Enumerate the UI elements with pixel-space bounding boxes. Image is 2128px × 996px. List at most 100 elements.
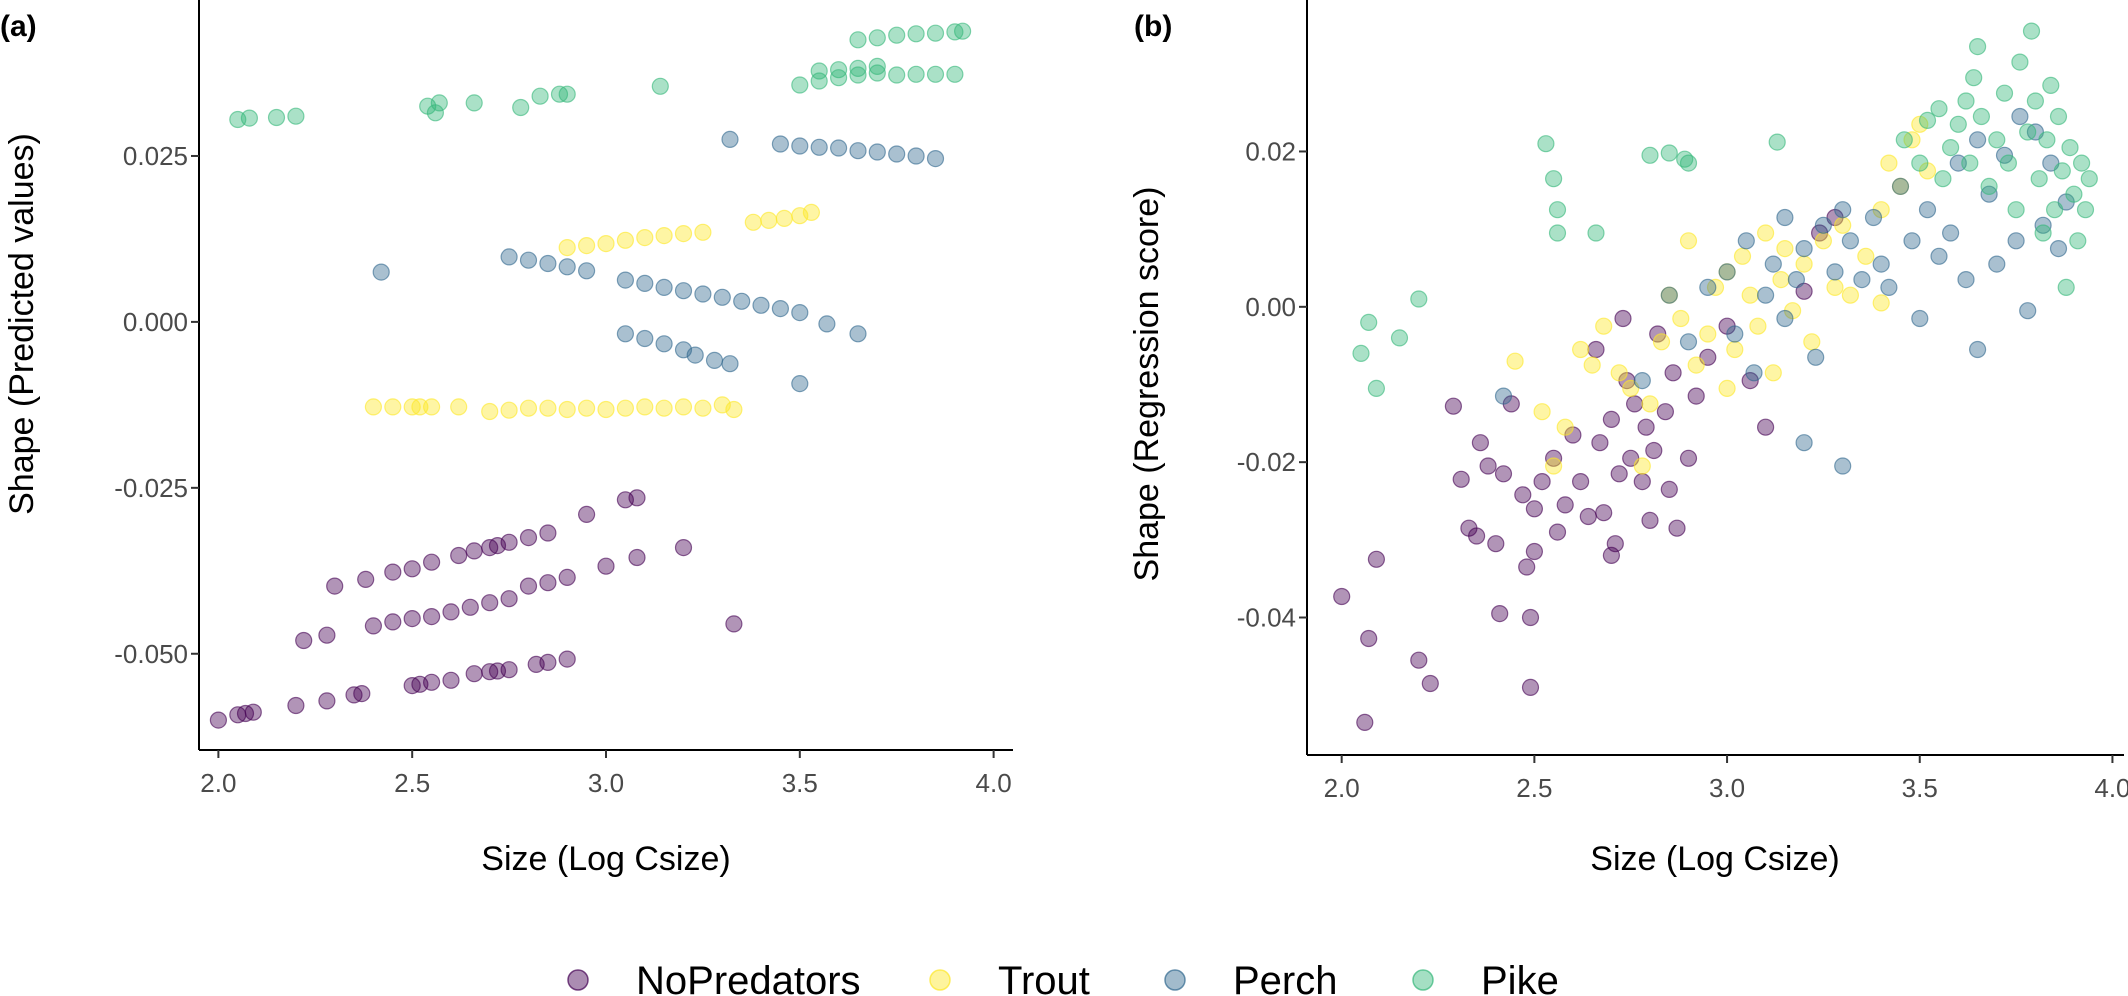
panel-b-point-nopredators [1533,473,1551,491]
panel-b-point-pike [1961,154,1979,172]
panel-a-point-trout [597,235,615,253]
legend-swatch-trout [929,969,951,991]
panel-a-point-pike [849,31,867,49]
panel-b-point-trout [1687,356,1705,374]
panel-b-point-perch [1776,208,1794,227]
panel-b-point-pike [1360,313,1378,331]
panel-b-ticks: 2.0 2.5 3.0 3.5 4.0 -0.04 -0.02 0.00 0.02 [1237,136,2128,803]
panel-a-point-nopredators [384,613,402,631]
panel-b-point-nopredators [1614,309,1632,328]
panel-b-point-nopredators [1471,434,1490,452]
panel-a-point-perch [791,304,809,322]
panel-a-point-pike [907,65,925,83]
panel-a-point-nopredators [326,577,344,595]
panel-a-point-nopredators [450,546,468,565]
panel-b-point-trout [1756,224,1775,242]
panel-b-point-trout [1556,418,1574,436]
panel-b-point-nopredators [1741,372,1759,390]
legend-swatch-nopredators [567,969,589,991]
panel-b-point-perch [1988,255,2006,273]
panel-b-point-nopredators [1579,507,1597,526]
panel-b-point-pike [1930,100,1948,118]
panel-a-point-pike [287,107,305,125]
panel-a-point-perch [539,254,557,273]
panel-a-point-nopredators [481,594,499,612]
panel-b-point-perch [1834,201,1852,219]
panel-a-point-nopredators [674,538,693,557]
panel-a-point-nopredators [295,631,313,650]
panel-b-point-perch [1918,201,1937,219]
panel-a-point-pike [426,104,444,122]
panel-a-point-perch [829,139,848,157]
panel-a-point-pike [810,72,828,90]
panel-a-x-tick-label: 3.5 [782,768,818,798]
panel-b-point-nopredators [1410,651,1428,669]
panel-a-point-pike [430,94,448,112]
panel-b-point-pike [1895,131,1913,149]
panel-b-point-perch [1841,232,1860,250]
panel-b-point-nopredators [1591,434,1609,452]
panel-b-point-perch [1787,271,1806,289]
panel-a-x-tick-label: 4.0 [976,768,1012,798]
panel-a-point-perch [686,346,704,364]
panel-a-point-nopredators [558,568,576,587]
panel-a-point-trout [775,209,793,227]
panel-b-point-pike [1544,170,1563,188]
panel-b-point-nopredators [1525,500,1544,518]
panel-b-point-trout [1841,286,1860,304]
panel-a-point-nopredators [442,603,460,621]
panel-a-point-pike [888,66,906,84]
panel-a-x-tick-label: 3.0 [588,768,624,798]
panel-b-label: (b) [1134,10,1172,43]
panel-b-point-pike [1995,84,2014,102]
panel-a-points [209,22,972,729]
panel-b-point-perch [1903,232,1921,250]
panel-a-point-perch [907,147,925,165]
panel-a-point-nopredators [725,615,743,633]
panel-b-y-tick-label: 0.00 [1245,292,1296,322]
panel-b-point-pike [1980,177,1998,195]
panel-b-point-perch [1891,177,1910,195]
panel-a-point-trout [558,400,576,419]
panel-b-point-trout [1726,340,1744,359]
panel-b-point-perch [1872,255,1890,273]
panel-a-point-perch [577,262,596,280]
panel-b-point-perch [1853,271,1871,289]
panel-b-point-pike [2069,232,2087,250]
panel-b-point-perch [1995,146,2014,164]
panel-b-point-nopredators [1548,523,1567,541]
panel-a-point-pike [868,64,886,82]
panel-b-point-perch [1930,247,1948,265]
panel-a-point-nopredators [465,665,483,683]
panel-a-point-nopredators [628,548,646,567]
panel-b-point-nopredators [1452,470,1470,488]
panel-a-point-pike [946,65,964,83]
panel-b-point-perch [1957,271,1975,289]
panel-b-point-perch [1911,309,1929,328]
panel-b-point-nopredators [1649,325,1667,343]
panel-b-point-nopredators [1668,519,1686,537]
panel-a-point-trout [411,398,429,416]
panel-b-point-pike [2026,92,2045,110]
panel-b-point-perch [2007,232,2025,250]
panel-b-point-trout [1834,216,1852,234]
panel-b-point-pike [2076,201,2095,219]
panel-a-point-pike [907,25,925,43]
panel-b: (b) Shape (Regression score) Size (Log C… [1128,0,2128,878]
panel-a-point-nopredators [539,653,557,672]
panel-a-point-nopredators [364,617,382,635]
panel-b-point-pike [2011,53,2029,71]
panel-b-point-pike [2049,107,2068,126]
panel-a-point-nopredators [519,528,538,547]
panel-b-point-trout [1506,352,1524,370]
panel-a-point-trout [655,399,673,417]
panel-a-point-pike [953,22,972,40]
panel-a-point-perch [752,296,770,314]
legend: NoPredators Trout Perch Pike [567,959,1559,996]
panel-b-y-tick-label: -0.04 [1237,603,1296,633]
panel-a-ticks: 2.0 2.5 3.0 3.5 4.0 -0.050 -0.025 0.000 0.025 [114,141,1011,798]
panel-a-point-nopredators [500,590,518,608]
panel-b-point-pike [1957,92,1975,110]
panel-a-point-trout [694,223,712,241]
panel-a-point-perch [655,278,673,296]
